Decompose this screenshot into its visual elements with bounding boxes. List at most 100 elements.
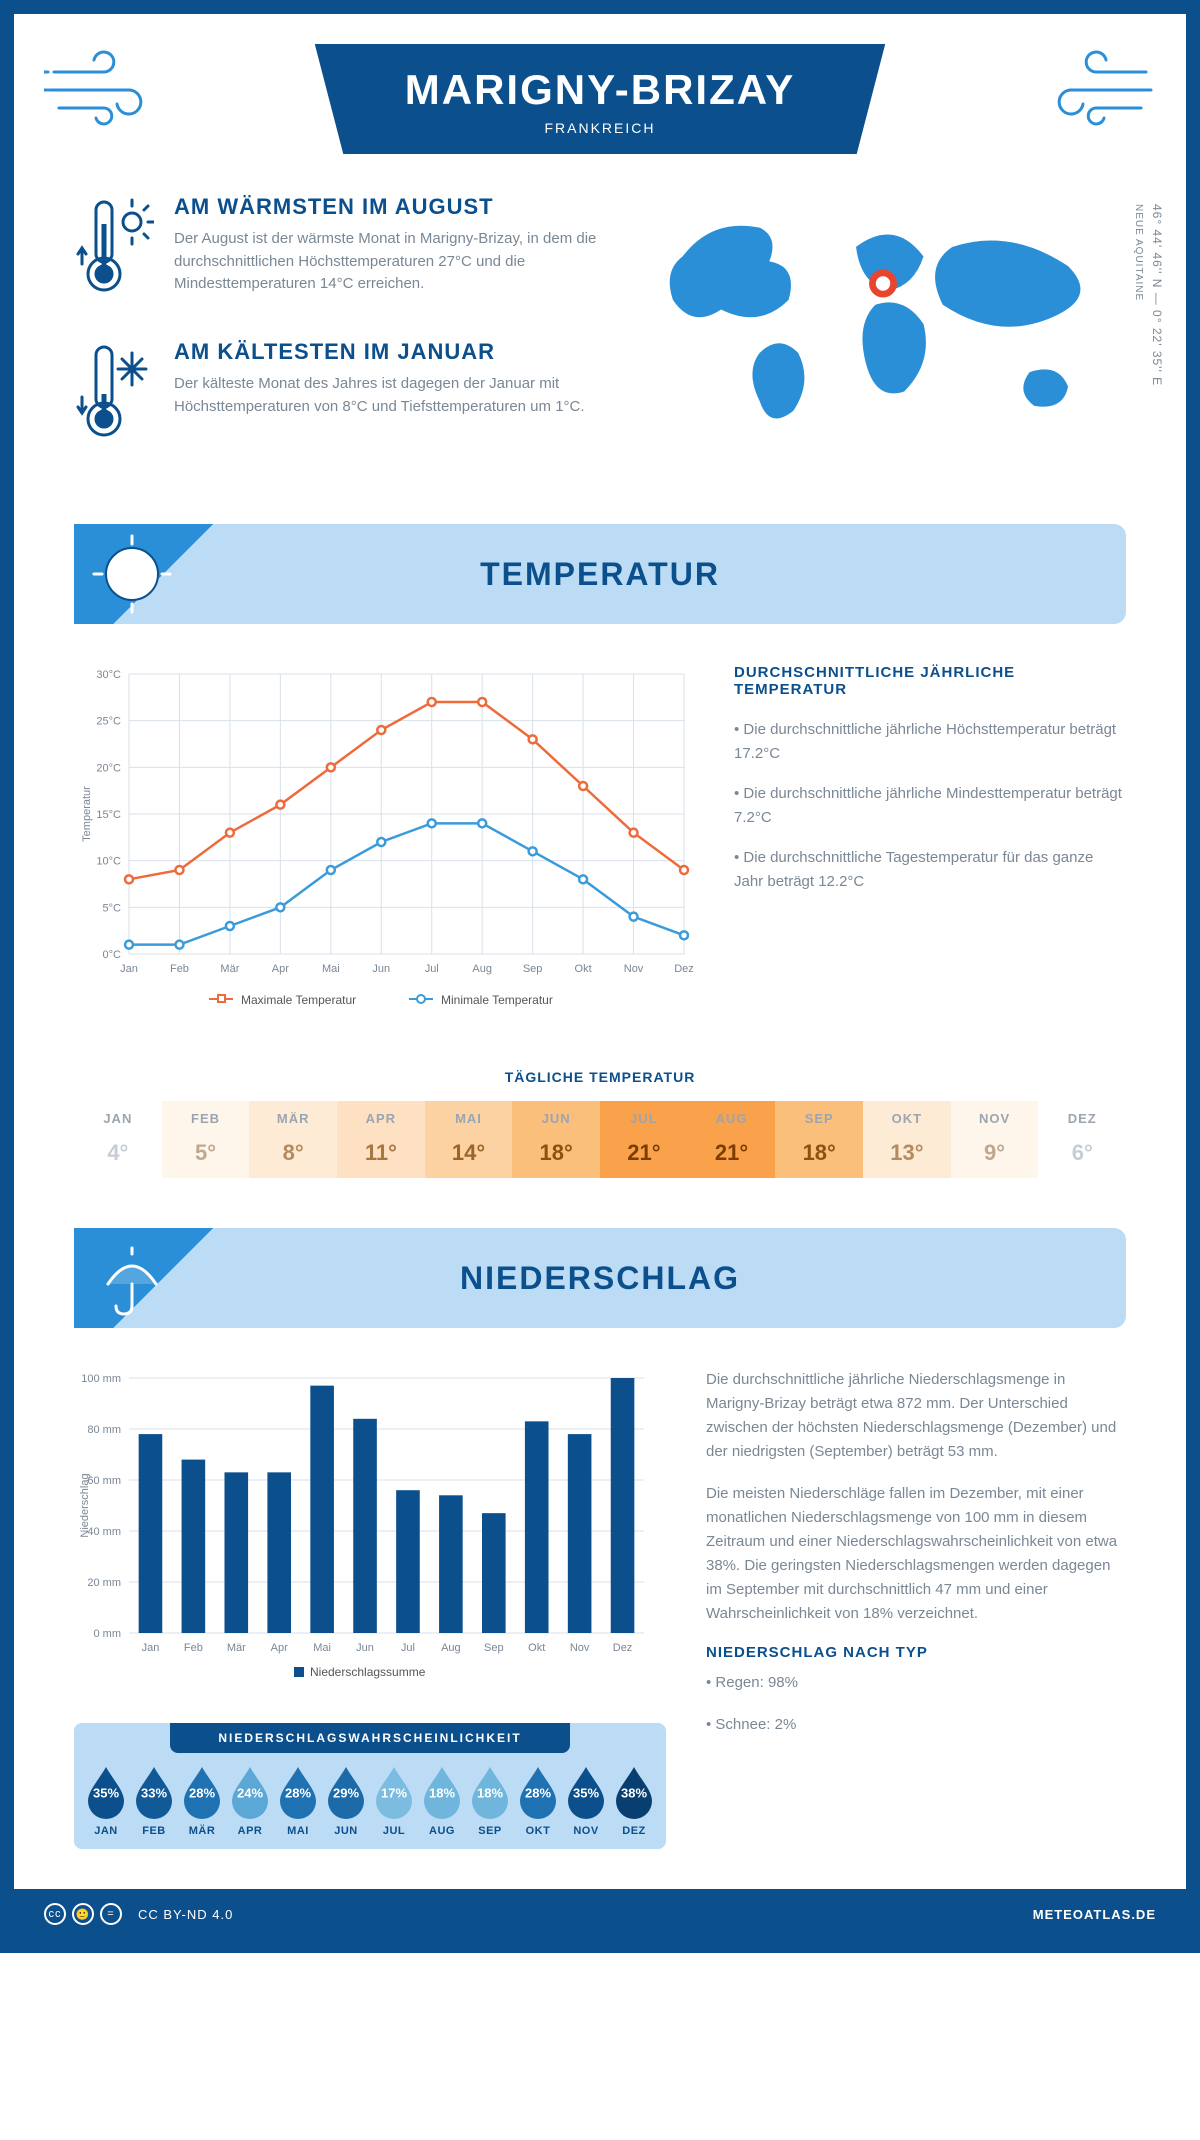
- svg-text:Maximale Temperatur: Maximale Temperatur: [241, 993, 356, 1007]
- raindrop-icon: 17%: [372, 1765, 416, 1819]
- prob-title: NIEDERSCHLAGSWAHRSCHEINLICHKEIT: [170, 1723, 570, 1753]
- raindrop-icon: 28%: [180, 1765, 224, 1819]
- precipitation-left: 0 mm20 mm40 mm60 mm80 mm100 mmNiederschl…: [74, 1368, 666, 1849]
- fact-cold-text: Der kälteste Monat des Jahres ist dagege…: [174, 373, 604, 418]
- raindrop-icon: 28%: [516, 1765, 560, 1819]
- site-name: METEOATLAS.DE: [1033, 1907, 1156, 1922]
- precip-type-title: NIEDERSCHLAG NACH TYP: [706, 1644, 1126, 1661]
- svg-text:Okt: Okt: [528, 1642, 545, 1654]
- svg-text:Feb: Feb: [184, 1642, 203, 1654]
- precipitation-text: Die durchschnittliche jährliche Niedersc…: [706, 1368, 1126, 1849]
- raindrop-icon: 18%: [420, 1765, 464, 1819]
- wind-icon: [44, 42, 174, 132]
- svg-text:20°C: 20°C: [96, 762, 121, 774]
- precip-type2: • Schnee: 2%: [706, 1713, 1126, 1737]
- svg-text:5°C: 5°C: [103, 902, 122, 914]
- precipitation-chart: 0 mm20 mm40 mm60 mm80 mm100 mmNiederschl…: [74, 1368, 654, 1688]
- svg-text:Sep: Sep: [523, 963, 543, 975]
- daily-temperature: TÄGLICHE TEMPERATUR JAN 4° FEB 5° MÄR 8°…: [74, 1069, 1126, 1178]
- temperature-summary: DURCHSCHNITTLICHE JÄHRLICHE TEMPERATUR •…: [734, 664, 1126, 1029]
- svg-text:Feb: Feb: [170, 963, 189, 975]
- cc-icon: cc: [44, 1903, 66, 1925]
- section-band-precipitation: NIEDERSCHLAG: [74, 1228, 1126, 1328]
- svg-text:Jan: Jan: [120, 963, 138, 975]
- license-block: cc 🙂 = CC BY-ND 4.0: [44, 1903, 233, 1925]
- svg-text:Jul: Jul: [401, 1642, 415, 1654]
- svg-text:Temperatur: Temperatur: [81, 786, 93, 842]
- header: MARIGNY-BRIZAY FRANKREICH: [14, 14, 1186, 154]
- temp-cell: MÄR 8°: [249, 1101, 337, 1178]
- svg-text:100 mm: 100 mm: [81, 1373, 121, 1385]
- intro-row: AM WÄRMSTEN IM AUGUST Der August ist der…: [74, 194, 1126, 484]
- thermometer-cold-icon: [74, 339, 154, 454]
- temp-cell: JAN 4°: [74, 1101, 162, 1178]
- svg-text:Mär: Mär: [227, 1642, 246, 1654]
- temp-summary-b2: • Die durchschnittliche jährliche Mindes…: [734, 782, 1126, 830]
- temperature-chart: 0°C5°C10°C15°C20°C25°C30°CJanFebMärAprMa…: [74, 664, 694, 1029]
- temp-cell: DEZ 6°: [1038, 1101, 1126, 1178]
- raindrop-icon: 35%: [84, 1765, 128, 1819]
- intro-map: 46° 44' 46'' N — 0° 22' 35'' E NEUE AQUI…: [644, 194, 1126, 484]
- temp-cell: JUN 18°: [512, 1101, 600, 1178]
- drop-cell: 28% OKT: [516, 1765, 560, 1837]
- thermometer-hot-icon: [74, 194, 154, 309]
- drop-cell: 24% APR: [228, 1765, 272, 1837]
- svg-text:Nov: Nov: [624, 963, 644, 975]
- precip-p1: Die durchschnittliche jährliche Niedersc…: [706, 1368, 1126, 1464]
- svg-text:Dez: Dez: [613, 1642, 633, 1654]
- svg-text:Jul: Jul: [425, 963, 439, 975]
- svg-text:25°C: 25°C: [96, 716, 121, 728]
- page-frame: MARIGNY-BRIZAY FRANKREICH: [0, 0, 1200, 1953]
- drop-cell: 18% SEP: [468, 1765, 512, 1837]
- temp-cell: SEP 18°: [775, 1101, 863, 1178]
- temp-cell: AUG 21°: [688, 1101, 776, 1178]
- world-map-icon: [644, 194, 1126, 454]
- drop-cell: 33% FEB: [132, 1765, 176, 1837]
- fact-cold: AM KÄLTESTEN IM JANUAR Der kälteste Mona…: [74, 339, 604, 454]
- fact-cold-title: AM KÄLTESTEN IM JANUAR: [174, 339, 604, 365]
- precip-p2: Die meisten Niederschläge fallen im Deze…: [706, 1482, 1126, 1626]
- svg-text:Jun: Jun: [372, 963, 390, 975]
- svg-text:15°C: 15°C: [96, 809, 121, 821]
- svg-text:30°C: 30°C: [96, 669, 121, 681]
- precip-type1: • Regen: 98%: [706, 1671, 1126, 1695]
- svg-text:Dez: Dez: [674, 963, 694, 975]
- drop-cell: 35% JAN: [84, 1765, 128, 1837]
- svg-text:Apr: Apr: [271, 1642, 288, 1654]
- page-subtitle: FRANKREICH: [405, 120, 795, 136]
- svg-text:Niederschlag: Niederschlag: [79, 1473, 91, 1537]
- drop-cell: 38% DEZ: [612, 1765, 656, 1837]
- temp-cell: FEB 5°: [162, 1101, 250, 1178]
- svg-text:Minimale Temperatur: Minimale Temperatur: [441, 993, 553, 1007]
- temp-summary-b1: • Die durchschnittliche jährliche Höchst…: [734, 718, 1126, 766]
- license-text: CC BY-ND 4.0: [138, 1907, 233, 1922]
- temp-cell: MAI 14°: [425, 1101, 513, 1178]
- umbrella-icon: [74, 1228, 214, 1328]
- section-title-temperature: TEMPERATUR: [480, 556, 720, 593]
- intro-facts: AM WÄRMSTEN IM AUGUST Der August ist der…: [74, 194, 604, 484]
- sun-icon: [74, 524, 214, 624]
- coordinates: 46° 44' 46'' N — 0° 22' 35'' E NEUE AQUI…: [1128, 204, 1166, 386]
- nd-icon: =: [100, 1903, 122, 1925]
- raindrop-icon: 35%: [564, 1765, 608, 1819]
- svg-text:Nov: Nov: [570, 1642, 590, 1654]
- svg-text:Niederschlagssumme: Niederschlagssumme: [310, 1665, 426, 1679]
- fact-warm: AM WÄRMSTEN IM AUGUST Der August ist der…: [74, 194, 604, 309]
- svg-text:Mai: Mai: [322, 963, 340, 975]
- content: AM WÄRMSTEN IM AUGUST Der August ist der…: [14, 154, 1186, 1889]
- raindrop-icon: 24%: [228, 1765, 272, 1819]
- temp-table: JAN 4° FEB 5° MÄR 8° APR 11° MAI 14° JUN…: [74, 1101, 1126, 1178]
- temp-cell: JUL 21°: [600, 1101, 688, 1178]
- precipitation-row: 0 mm20 mm40 mm60 mm80 mm100 mmNiederschl…: [74, 1368, 1126, 1849]
- svg-text:Apr: Apr: [272, 963, 289, 975]
- raindrop-icon: 18%: [468, 1765, 512, 1819]
- svg-text:20 mm: 20 mm: [87, 1577, 121, 1589]
- drop-cell: 28% MÄR: [180, 1765, 224, 1837]
- temp-summary-b3: • Die durchschnittliche Tagestemperatur …: [734, 846, 1126, 894]
- svg-text:60 mm: 60 mm: [87, 1475, 121, 1487]
- svg-text:0°C: 0°C: [103, 949, 122, 961]
- by-icon: 🙂: [72, 1903, 94, 1925]
- drop-cell: 28% MAI: [276, 1765, 320, 1837]
- temp-summary-title: DURCHSCHNITTLICHE JÄHRLICHE TEMPERATUR: [734, 664, 1126, 698]
- page-title: MARIGNY-BRIZAY: [405, 66, 795, 114]
